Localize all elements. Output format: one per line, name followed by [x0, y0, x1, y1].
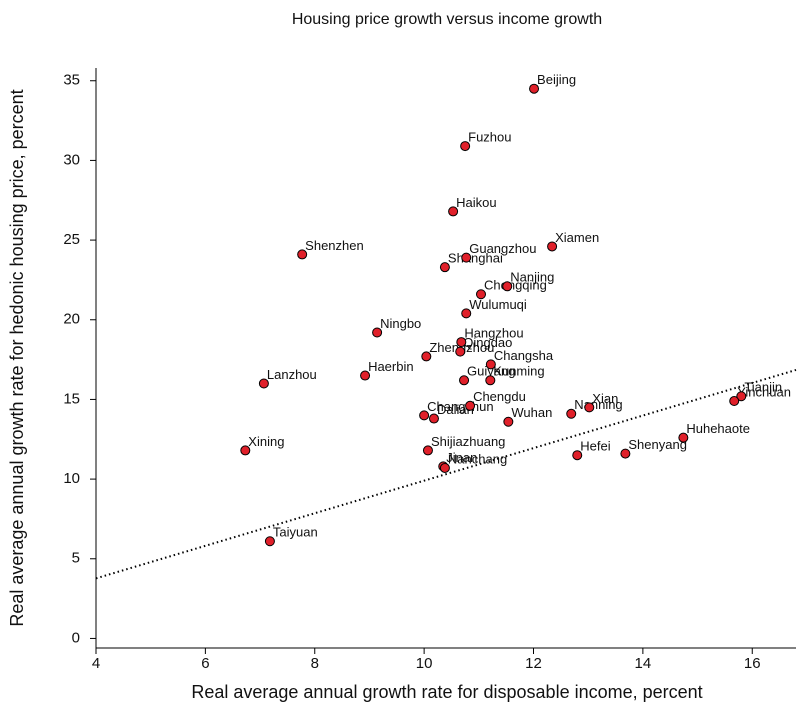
x-axis-label: Real average annual growth rate for disp… — [191, 682, 702, 702]
point — [502, 281, 513, 292]
point-label: Huhehaote — [686, 421, 750, 436]
x-tick-label: 12 — [525, 655, 542, 672]
point-label: Beijing — [537, 72, 576, 87]
point — [678, 432, 689, 443]
y-tick-label: 20 — [63, 311, 80, 328]
point — [529, 83, 540, 94]
point-label: Wulumuqi — [469, 297, 527, 312]
point-label: Chongqing — [484, 278, 547, 293]
point — [729, 396, 740, 407]
point-label: Haerbin — [368, 359, 414, 374]
point-label: Fuzhou — [468, 130, 511, 145]
x-tick-label: 4 — [92, 655, 100, 672]
point-label: Taiyuan — [273, 525, 318, 540]
point — [461, 252, 472, 263]
point-label: Lanzhou — [267, 367, 317, 382]
point — [428, 413, 439, 424]
point-label: Xiamen — [555, 230, 599, 245]
point-label: Xining — [248, 434, 284, 449]
x-tick-label: 6 — [201, 655, 209, 672]
point-label: Yinchuan — [737, 384, 791, 399]
point-label: Shijiazhuang — [431, 434, 505, 449]
point — [460, 141, 471, 152]
point-label: Guiyang — [467, 364, 515, 379]
point-label: Shenyang — [628, 437, 687, 452]
point — [258, 378, 269, 389]
point-label: Dalian — [437, 402, 474, 417]
point-label: Hangzhou — [464, 326, 523, 341]
y-tick-label: 30 — [63, 151, 80, 168]
point — [264, 536, 275, 547]
point — [584, 402, 595, 413]
point — [566, 408, 577, 419]
point — [448, 206, 459, 217]
point-label: Nanjing — [510, 270, 554, 285]
point — [455, 346, 466, 357]
point — [485, 359, 496, 370]
point-label: Chengdu — [473, 389, 526, 404]
point — [456, 337, 467, 348]
point-label: Changsha — [494, 348, 554, 363]
y-tick-label: 15 — [63, 390, 80, 407]
point — [620, 448, 631, 459]
point — [297, 249, 308, 260]
point — [461, 308, 472, 319]
point-label: Qingdao — [463, 335, 512, 350]
x-tick-label: 8 — [311, 655, 319, 672]
point — [736, 391, 747, 402]
point — [372, 327, 383, 338]
point-label: Ningbo — [380, 316, 421, 331]
point — [465, 400, 476, 411]
point-label: Nanchang — [448, 451, 507, 466]
point-label: Jinan — [446, 450, 477, 465]
y-tick-label: 10 — [63, 470, 80, 487]
y-tick-label: 35 — [63, 72, 80, 89]
point-label: Tianjin — [744, 380, 782, 395]
point-label: Wuhan — [511, 405, 552, 420]
point — [419, 410, 430, 421]
point-label: Shenzhen — [305, 238, 364, 253]
x-tick-label: 14 — [635, 655, 652, 672]
x-tick-label: 10 — [416, 655, 433, 672]
x-tick-label: 16 — [744, 655, 761, 672]
point-label: Changchun — [427, 399, 494, 414]
point — [422, 445, 433, 456]
point-label: Guangzhou — [469, 241, 536, 256]
point — [421, 351, 432, 362]
point — [547, 241, 558, 252]
point-label: Hefei — [580, 439, 610, 454]
trend-line — [95, 368, 797, 580]
chart-title: Housing price growth versus income growt… — [292, 11, 602, 28]
point — [476, 289, 486, 300]
point-label: Kunming — [493, 364, 544, 379]
y-tick-label: 25 — [63, 231, 80, 248]
y-tick-label: 0 — [72, 629, 80, 646]
point — [240, 445, 251, 456]
point-label: Xian — [592, 391, 618, 406]
point — [572, 450, 583, 461]
point — [459, 375, 470, 386]
y-axis-label: Real average annual growth rate for hedo… — [7, 89, 27, 626]
point-label: Haikou — [456, 195, 496, 210]
point — [485, 375, 496, 386]
point — [503, 416, 514, 427]
point — [439, 262, 450, 273]
point-label: Shanghai — [448, 251, 503, 266]
point — [439, 462, 450, 473]
y-tick-label: 5 — [72, 550, 80, 567]
point — [360, 370, 371, 381]
